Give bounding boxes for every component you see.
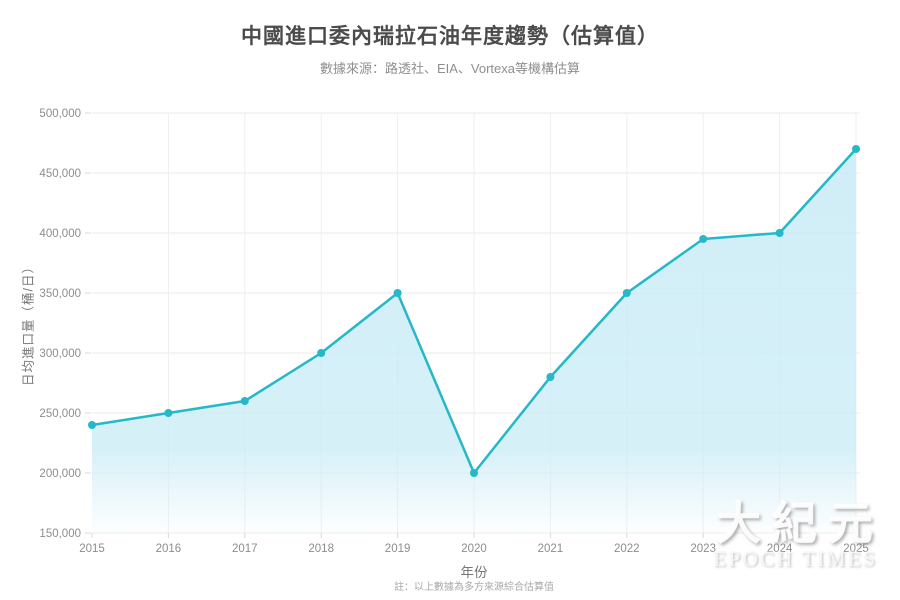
data-point-2021 xyxy=(546,373,555,381)
y-axis-title: 日均進口量（桶/日） xyxy=(21,260,36,386)
y-tick-label: 450,000 xyxy=(39,168,81,180)
data-point-2023 xyxy=(699,235,708,243)
y-tick-label: 400,000 xyxy=(39,228,81,240)
x-tick-label: 2022 xyxy=(614,543,640,555)
chart-footnote: 註：以上數據為多方來源綜合估算值 xyxy=(394,582,554,593)
x-tick-label: 2018 xyxy=(308,543,334,555)
data-point-2022 xyxy=(622,289,631,297)
y-tick-label: 300,000 xyxy=(39,348,81,360)
data-point-2016 xyxy=(164,409,173,417)
data-point-2019 xyxy=(393,289,402,297)
data-point-2020 xyxy=(470,469,478,477)
x-tick-label: 2025 xyxy=(843,543,869,555)
x-tick-label: 2024 xyxy=(767,543,793,555)
data-point-2018 xyxy=(317,349,326,357)
x-tick-label: 2016 xyxy=(156,543,182,555)
x-tick-label: 2015 xyxy=(79,543,105,555)
chart-title: 中國進口委內瑞拉石油年度趨勢（估算值） xyxy=(241,25,659,48)
data-point-2017 xyxy=(240,397,249,405)
data-point-2025 xyxy=(852,145,860,153)
x-tick-label: 2019 xyxy=(385,543,411,555)
x-axis-title: 年份 xyxy=(460,565,488,580)
chart-subtitle: 數據來源：路透社、EIA、Vortexa等機構估算 xyxy=(319,61,581,76)
y-tick-label: 150,000 xyxy=(39,528,81,540)
data-point-2024 xyxy=(775,229,784,237)
area-fill xyxy=(92,149,856,533)
y-tick-label: 200,000 xyxy=(39,468,81,480)
x-tick-label: 2017 xyxy=(232,543,258,555)
x-tick-label: 2023 xyxy=(690,543,716,555)
y-tick-label: 350,000 xyxy=(39,288,81,300)
x-tick-label: 2021 xyxy=(538,543,564,555)
y-tick-label: 250,000 xyxy=(39,408,81,420)
x-tick-label: 2020 xyxy=(461,543,487,555)
data-point-2015 xyxy=(88,421,96,429)
y-tick-label: 500,000 xyxy=(39,108,81,120)
